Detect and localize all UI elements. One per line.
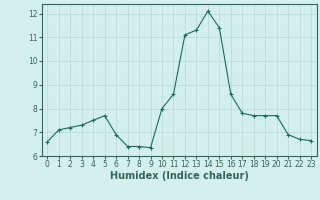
X-axis label: Humidex (Indice chaleur): Humidex (Indice chaleur) (110, 171, 249, 181)
